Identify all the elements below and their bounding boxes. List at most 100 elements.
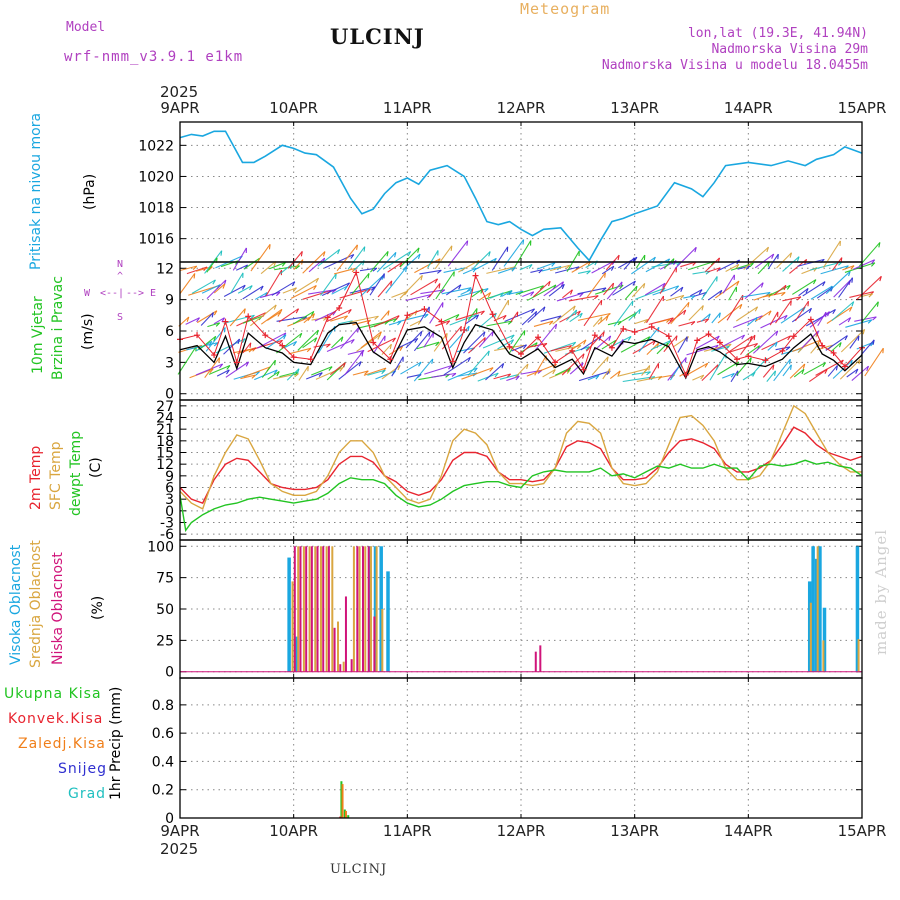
wind-arrow: [445, 284, 462, 296]
wind-arrow-head: [501, 363, 505, 369]
wind-arrow-head: [296, 368, 300, 374]
wind-arrow-head: [245, 361, 250, 367]
wind-arrow-head: [431, 358, 434, 364]
wind-arrow: [283, 341, 297, 349]
wind-arrow: [597, 315, 609, 325]
wind-arrow: [685, 362, 708, 377]
wind-arrow: [839, 358, 861, 380]
wind-arrow-head: [364, 370, 369, 375]
wind-arrow: [652, 285, 679, 296]
wind-arrow: [728, 286, 737, 301]
wind-arrow-head: [475, 308, 478, 314]
wind-arrow-head: [766, 247, 770, 253]
panel-frame: [179, 677, 863, 819]
temp-2m-line: [179, 426, 863, 504]
wind-arrow-head: [648, 365, 651, 371]
wind-arrow: [288, 347, 311, 355]
wind-arrow-head: [557, 315, 562, 320]
wind-arrow: [760, 314, 788, 329]
wind-arrow: [243, 257, 260, 270]
wind-arrow-head: [292, 287, 297, 292]
wind-arrow-head: [848, 271, 851, 277]
wind-arrow-head: [226, 369, 230, 375]
wind-arrow: [242, 315, 263, 324]
wind-arrow: [708, 289, 723, 301]
wind-arrow: [267, 370, 280, 380]
wind-arrow-head: [730, 373, 735, 378]
wind-arrow: [347, 349, 365, 355]
wind-arrow: [577, 312, 611, 321]
wind-arrow-head: [600, 316, 603, 322]
wind-arrow: [423, 332, 434, 348]
wind-arrow-head: [805, 288, 809, 294]
wind-arrow-head: [608, 335, 612, 341]
wind-arrow-head: [561, 284, 565, 290]
wind-arrow: [303, 313, 315, 324]
wind-arrow: [755, 310, 772, 322]
wind-arrow-head: [407, 251, 412, 257]
precip-freezing-bar: [344, 810, 347, 818]
wind-arrow-head: [585, 346, 590, 351]
wind-arrow: [478, 331, 494, 348]
ytick-label: 0.6: [152, 726, 174, 742]
wind-arrow: [320, 273, 337, 296]
wind-arrow-head: [322, 251, 326, 257]
ytick-label: 100: [147, 539, 174, 555]
wind-arrow-head: [334, 273, 337, 279]
wind-arrow: [260, 260, 277, 275]
cloud-high-bar: [287, 557, 291, 672]
wind-arrow-head: [871, 262, 876, 267]
wind-arrow: [722, 274, 735, 294]
wind-arrow-head: [772, 364, 775, 370]
wind-arrow-head: [675, 335, 678, 341]
wind-arrow-head: [295, 265, 300, 270]
wind-arrow: [578, 270, 591, 274]
ytick-label: -6: [160, 527, 174, 543]
ytick-label: 0: [165, 811, 174, 827]
wind-arrow-head: [855, 368, 859, 374]
wind-arrow-head: [361, 351, 364, 357]
wind-arrow: [499, 373, 520, 380]
ytick-label: 3: [165, 492, 174, 508]
wind-arrow-head: [276, 371, 280, 377]
wind-arrow: [621, 312, 637, 322]
wind-arrow-head: [583, 339, 587, 345]
wind-arrow: [306, 372, 323, 380]
wind-arrow-head: [399, 346, 404, 352]
wind-arrow: [207, 322, 220, 328]
wind-arrow-head: [299, 333, 303, 339]
wind-arrow: [701, 364, 719, 382]
wind-arrow: [678, 321, 696, 327]
wind-arrow-head: [300, 251, 303, 257]
wind-arrow: [543, 341, 576, 354]
wind-arrow-head: [414, 338, 419, 343]
ytick-label: 1018: [138, 201, 174, 217]
wind-arrow-head: [192, 265, 198, 270]
wind-arrow-head: [808, 308, 812, 314]
wind-arrow-head: [850, 360, 853, 366]
wind-gust-marker: [552, 359, 559, 366]
wind-arrow-head: [491, 331, 494, 337]
wind-arrow: [382, 251, 411, 270]
wind-gust-marker: [665, 333, 672, 340]
wind-arrow: [269, 261, 286, 270]
wind-arrow-head: [745, 265, 751, 270]
wind-arrow: [858, 242, 881, 267]
wind-gust-marker: [194, 332, 201, 339]
wind-arrow-head: [293, 341, 298, 346]
wind-arrow: [773, 358, 791, 382]
wind-arrow-head: [551, 262, 556, 267]
wind-arrow: [375, 370, 396, 380]
wind-arrow: [809, 261, 843, 271]
wind-arrow-head: [760, 282, 764, 288]
wind-arrow-head: [215, 322, 221, 327]
wind-arrow: [196, 310, 218, 324]
wind-arrow: [363, 367, 387, 376]
wind-arrow-head: [579, 292, 584, 298]
wind-arrow: [570, 339, 587, 352]
wind-arrow-head: [218, 357, 221, 363]
wind-arrow: [208, 365, 231, 375]
wind-gust-marker: [762, 357, 769, 364]
wind-arrow-head: [276, 291, 281, 297]
wind-arrow: [287, 316, 312, 327]
